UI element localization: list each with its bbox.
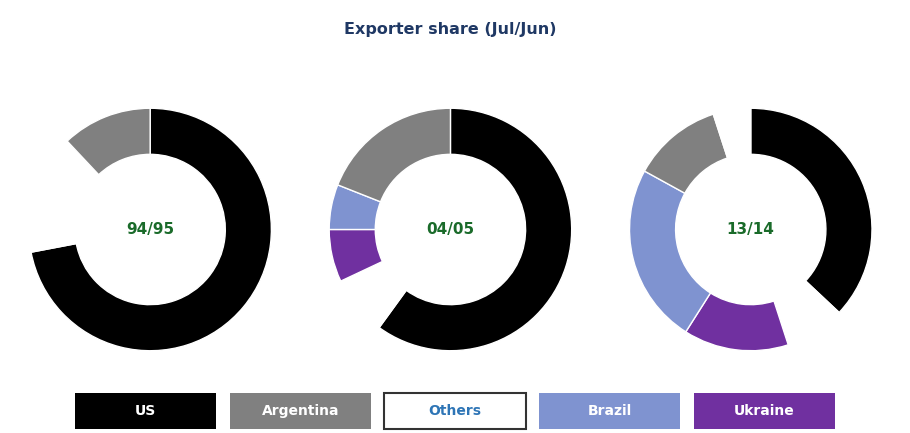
Wedge shape xyxy=(340,262,406,328)
Text: 04/05: 04/05 xyxy=(427,222,474,237)
Text: Others: Others xyxy=(429,404,481,418)
Wedge shape xyxy=(713,108,751,158)
Wedge shape xyxy=(67,108,150,174)
Wedge shape xyxy=(379,108,571,351)
Wedge shape xyxy=(630,171,711,332)
Wedge shape xyxy=(686,293,788,351)
Text: Exporter share (Jul/Jun): Exporter share (Jul/Jun) xyxy=(344,22,557,37)
Text: Brazil: Brazil xyxy=(588,404,632,418)
Text: 13/14: 13/14 xyxy=(727,222,774,237)
Text: Argentina: Argentina xyxy=(261,404,339,418)
Text: Ukraine: Ukraine xyxy=(734,404,794,418)
Wedge shape xyxy=(31,108,271,351)
Wedge shape xyxy=(338,108,450,202)
Text: 94/95: 94/95 xyxy=(126,222,174,237)
Wedge shape xyxy=(329,185,380,229)
Wedge shape xyxy=(329,229,382,281)
Wedge shape xyxy=(644,114,727,193)
Wedge shape xyxy=(751,108,872,313)
Wedge shape xyxy=(29,141,98,252)
Wedge shape xyxy=(774,281,839,345)
Text: US: US xyxy=(135,404,157,418)
